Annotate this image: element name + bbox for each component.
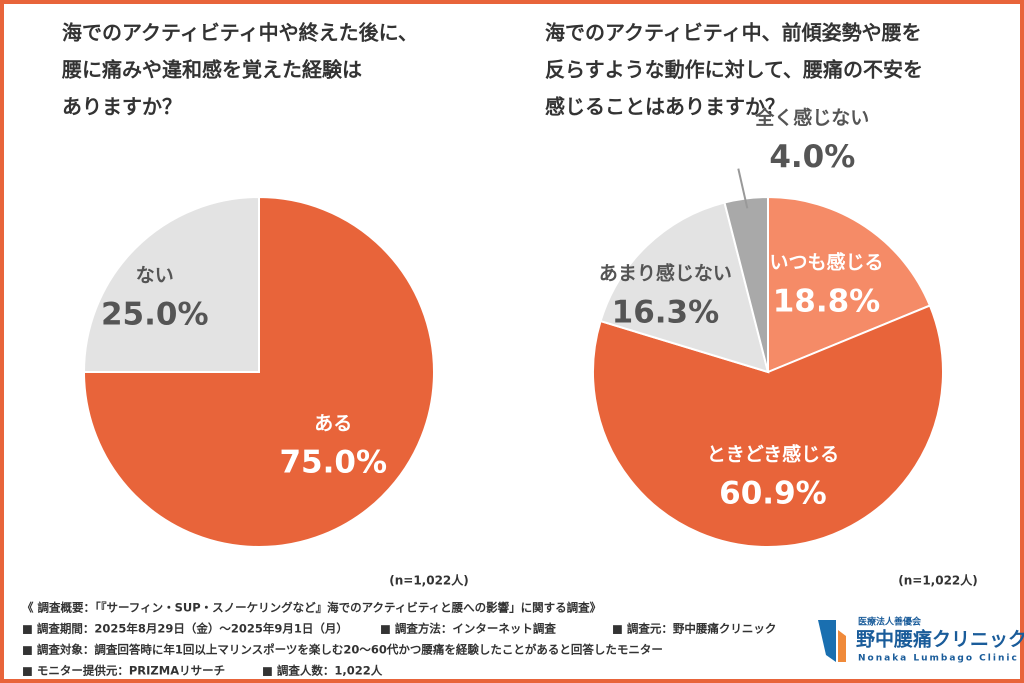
logo-mark <box>818 620 836 662</box>
slice-value: 25.0% <box>101 296 209 332</box>
pie-slice <box>599 201 770 374</box>
chart-title: 腰に痛みや違和感を覚えた経験は <box>61 58 362 82</box>
slice-value: 4.0% <box>769 139 855 175</box>
slice-label: ときどき感じる <box>707 442 839 465</box>
slice-label: 全く感じない <box>754 106 869 129</box>
slice-value: 16.3% <box>612 295 720 331</box>
slice-value: 60.9% <box>719 475 827 511</box>
chart-title: 海でのアクティビティ中、前傾姿勢や腰を <box>545 21 922 45</box>
slice-label: いつも感じる <box>769 250 883 273</box>
footer-item: ■ 調査対象：調査回答時に年1回以上マリンスポーツを楽しむ20〜60代かつ腰痛を… <box>22 643 663 657</box>
footer-item: ■ モニター提供元：PRIZMAリサーチ <box>22 664 225 678</box>
pie-slice <box>592 304 944 548</box>
logo: 医療法人善優会 野中腰痛クリニック Nonaka Lumbago Clinic <box>818 616 1024 664</box>
footer-item: ■ 調査人数：1,022人 <box>262 664 383 678</box>
slice-label: ある <box>314 413 352 435</box>
slice-label: あまり感じない <box>599 262 732 285</box>
chart-title: 海でのアクティビティ中や終えた後に、 <box>62 21 418 45</box>
slice-value: 75.0% <box>279 445 387 481</box>
footer-heading: 《 調査概要：「『サーフィン・SUP・スノーケリングなど』海でのアクティビティと… <box>22 601 601 615</box>
footer-item: ■ 調査方法：インターネット調査 <box>380 622 556 636</box>
slice-value: 18.8% <box>773 283 881 319</box>
pie-slice <box>767 195 932 374</box>
sample-note: (n=1,022人) <box>389 573 469 588</box>
sample-note: (n=1,022人) <box>898 573 978 588</box>
logo-mark <box>838 630 846 662</box>
logo-org: 医療法人善優会 <box>858 616 922 628</box>
leader-line <box>737 168 749 209</box>
slice-label: ない <box>136 264 174 286</box>
logo-english: Nonaka Lumbago Clinic <box>858 654 1019 664</box>
footer-item: ■ 調査期間：2025年8月29日（金）〜2025年9月1日（月） <box>22 622 348 636</box>
pie-slice <box>82 195 260 373</box>
logo-name: 野中腰痛クリニック <box>856 628 1024 651</box>
chart-title: 反らすような動作に対して、腰痛の不安を <box>545 58 923 82</box>
chart-title: 感じることはありますか？ <box>545 95 785 119</box>
footer-item: ■ 調査元：野中腰痛クリニック <box>612 622 776 636</box>
chart-title: ありますか？ <box>62 95 182 119</box>
